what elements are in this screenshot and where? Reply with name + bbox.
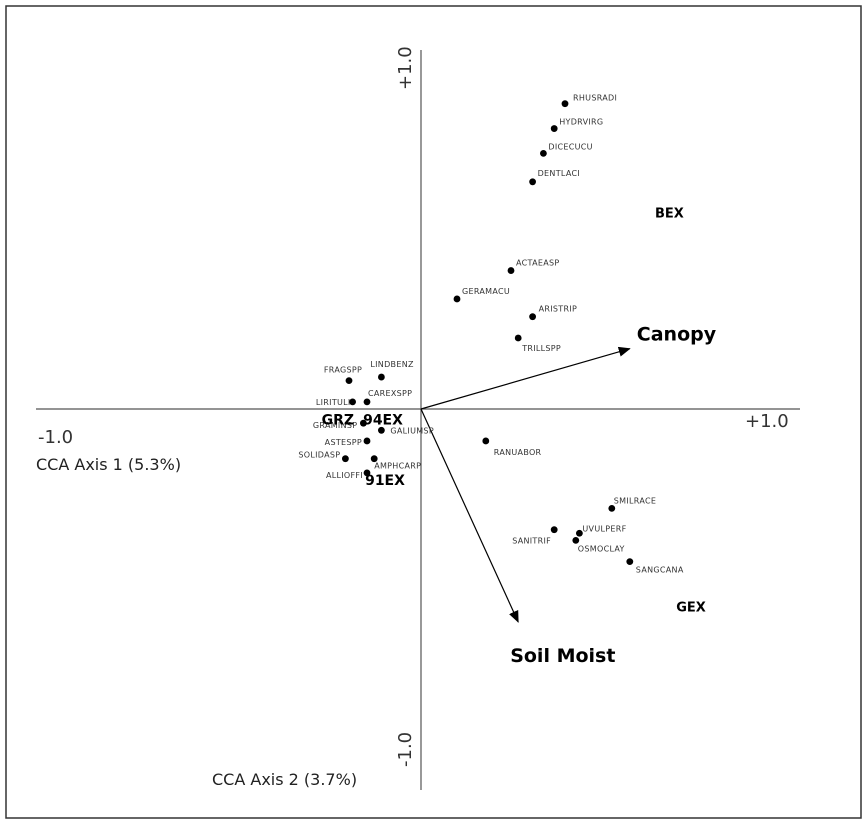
species-point-graminsp (360, 419, 367, 427)
species-label-solidasp: SOLIDASP (298, 451, 340, 460)
species-point-aristrip (529, 313, 536, 321)
species-point-uvulperf (576, 529, 583, 537)
vector-arrow-canopy (420, 346, 631, 410)
species-label-lirituli: LIRITULI (316, 398, 351, 407)
x-axis-title: CCA Axis 1 (5.3%) (36, 455, 181, 474)
vector-label-soil-moist: Soil Moist (510, 645, 615, 667)
species-label-sanitrif: SANITRIF (512, 537, 551, 546)
species-label-smilrace: SMILRACE (614, 496, 656, 505)
species-point-hydrvirg (550, 125, 558, 132)
species-label-aristrip: ARISTRIP (539, 305, 578, 314)
species-point-geramacu (453, 295, 461, 303)
vector-arrow-soil-moist (420, 408, 519, 623)
species-label-allioffi: ALLIOFFI (326, 471, 363, 480)
species-point-lindbenz (378, 373, 385, 381)
species-point-galiumsp (378, 426, 385, 434)
species-label-rhusradi: RHUSRADI (573, 94, 617, 103)
species-point-sanitrif (550, 526, 558, 534)
species-point-trillspp (514, 334, 522, 342)
y-axis-title: CCA Axis 2 (3.7%) (212, 770, 357, 789)
species-point-osmoclay (572, 536, 580, 544)
species-label-hydrvirg: HYDRVIRG (559, 118, 603, 127)
species-point-dicecucu (540, 150, 547, 157)
treatment-label-grz: GRZ (322, 413, 354, 429)
species-label-uvulperf: UVULPERF (582, 524, 626, 533)
species-label-galiumsp: GALIUMSP (390, 426, 434, 435)
species-label-actaeasp: ACTAEASP (516, 259, 560, 268)
species-point-dentlaci (529, 178, 536, 186)
plot-frame (5, 5, 862, 819)
treatment-label-bex: BEX (655, 206, 684, 221)
species-label-fragspp: FRAGSPP (324, 366, 362, 375)
x-axis-min-label: -1.0 (38, 427, 73, 448)
species-point-carexspp (363, 398, 371, 406)
species-label-amphcarp: AMPHCARP (374, 462, 421, 471)
species-label-trillspp: TRILLSPP (521, 344, 561, 353)
species-point-sangcana (626, 558, 634, 566)
species-point-solidasp (342, 455, 349, 463)
species-label-carexspp: CAREXSPP (368, 389, 412, 398)
species-point-lirituli (349, 398, 356, 406)
species-label-dicecucu: DICECUCU (548, 142, 592, 151)
environmental-vectors: Canopy Soil Moist (420, 324, 717, 667)
species-point-amphcarp (370, 455, 378, 463)
species-label-lindbenz: LINDBENZ (370, 360, 414, 369)
species-label-geramacu: GERAMACU (462, 287, 510, 296)
species-label-osmoclay: OSMOCLAY (578, 544, 625, 553)
treatment-label-gex: GEX (676, 600, 706, 615)
treatment-labels: BEX GEX GRZ 94EX 91EX (322, 206, 706, 615)
species-point-astespp (363, 437, 371, 445)
species-point-actaeasp (507, 267, 515, 274)
treatment-label-94ex: 94EX (363, 413, 403, 429)
species-points: RHUSRADI HYDRVIRG DICECUCU DENTLACI ACTAEASP… (298, 94, 683, 575)
species-point-allioffi (363, 469, 371, 477)
species-point-smilrace (608, 505, 616, 512)
species-point-fragspp (345, 377, 353, 384)
species-point-ranuabor (482, 437, 490, 445)
x-axis-max-label: +1.0 (745, 411, 789, 432)
y-axis-min-label: -1.0 (395, 732, 416, 767)
species-label-sangcana: SANGCANA (636, 566, 684, 575)
species-point-rhusradi (561, 100, 569, 108)
species-label-dentlaci: DENTLACI (538, 169, 580, 178)
treatment-label-91ex: 91EX (365, 473, 405, 489)
species-label-astespp: ASTESPP (325, 438, 362, 447)
y-axis-max-label: +1.0 (395, 46, 416, 90)
species-label-ranuabor: RANUABOR (494, 448, 542, 457)
species-label-graminsp: GRAMINSP (313, 421, 357, 430)
vector-label-canopy: Canopy (637, 324, 717, 346)
